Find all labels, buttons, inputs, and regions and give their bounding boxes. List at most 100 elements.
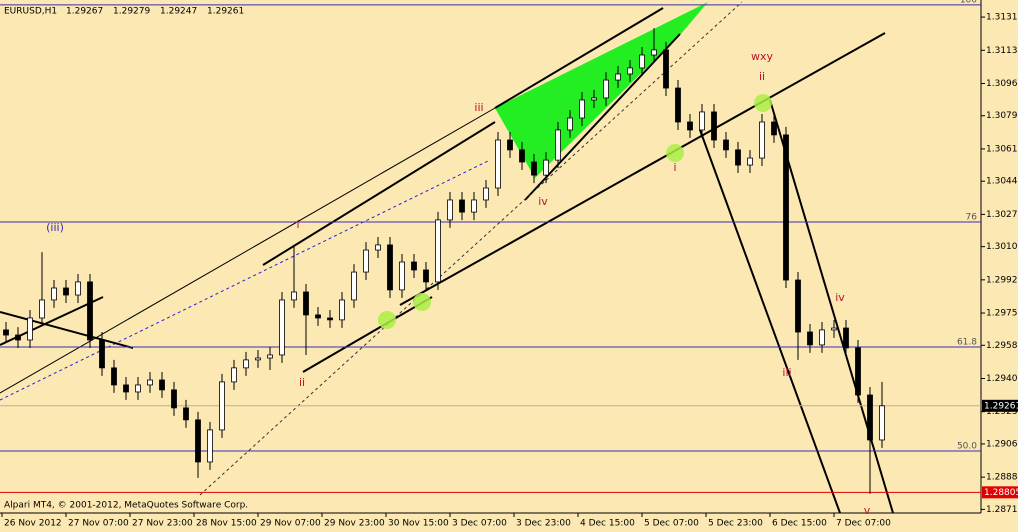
y-tick-label: 1.31135 [986,46,1018,56]
y-tick-label: 1.28885 [986,473,1018,483]
candle-body [147,379,153,386]
wave-label: iii [474,101,483,114]
candle-body [375,244,381,251]
x-tick-label: 29 Nov 23:00 [324,519,385,529]
marker [666,144,684,162]
candle-body [291,291,297,301]
candle-body [495,139,501,189]
drawings [0,1,894,514]
trend-line [0,311,134,349]
wave-label: wxy [751,50,774,63]
candle-body [807,331,813,346]
candle-body [351,271,357,301]
candle-body [195,419,201,463]
wave-label: iv [835,291,845,304]
candle-body [639,54,645,69]
x-tick-label: 29 Nov 07:00 [260,519,321,529]
trend-line [494,7,664,109]
candle-body [411,261,417,271]
candle-body [279,299,285,356]
x-tick-label: 3 Dec 07:00 [452,519,507,529]
candle-body [699,111,705,131]
candle-body [711,111,717,141]
candle-body [15,334,21,341]
x-tick-label: 26 Nov 2012 [4,519,62,529]
trend-line [769,99,894,514]
candle-body [651,49,657,56]
candle-body [39,299,45,319]
wedge [495,2,708,178]
candle-body [423,269,429,283]
header-price: 1.29261 [207,7,244,17]
candle-body [531,161,537,176]
candle-body [855,347,861,396]
candle-body [783,134,789,281]
candle-body [243,359,249,369]
candle-body [675,87,681,123]
trend-line [199,1,743,496]
y-tick-label: 1.29750 [986,309,1018,319]
x-tick-label: 3 Dec 23:00 [516,519,571,529]
x-tick-label: 30 Nov 15:00 [388,519,449,529]
x-tick-label: 4 Dec 15:00 [580,519,635,529]
candle-body [447,199,453,221]
x-tick-label: 27 Nov 23:00 [132,519,193,529]
candle-body [795,279,801,333]
candle-body [771,121,777,136]
candle-body [399,261,405,291]
candle-body [507,139,513,151]
candle-body [567,117,573,131]
alert-box [982,486,1018,499]
candle-body [555,129,561,161]
y-tick-label: 1.29580 [986,341,1018,351]
alert-label: 1.28805 [984,488,1018,498]
candle-body [207,429,213,463]
y-tick-label: 1.30100 [986,242,1018,252]
candle-body [831,327,837,331]
candle-body [483,187,489,201]
candle-body [303,291,309,316]
header-price: 1.29267 [66,7,103,17]
candle-body [171,389,177,409]
wave-label: (iii) [46,221,64,234]
bid-label: 1.29261 [984,401,1018,411]
marker [378,311,396,329]
candle-body [327,317,333,321]
wave-label: ii [759,70,765,83]
candle-body [735,149,741,166]
candle-body [615,73,621,81]
candle-body [867,394,873,441]
level-label: 50.0 [957,441,977,451]
candle-body [51,287,57,301]
candle-body [111,367,117,386]
x-tick-label: 7 Dec 07:00 [836,519,891,529]
candle-body [819,329,825,346]
y-tick-label: 1.28715 [986,505,1018,515]
header-price: 1.29247 [160,7,197,17]
footer: Alpari MT4, © 2001-2012, MetaQuotes Soft… [4,501,248,511]
y-tick-label: 1.29925 [986,275,1018,285]
candle-body [135,384,141,393]
trend-line [302,296,433,373]
candle-body [627,67,633,75]
y-tick-label: 1.30960 [986,79,1018,89]
x-tick-label: 5 Dec 07:00 [644,519,699,529]
candle-body [3,329,9,336]
candle-body [591,97,597,101]
candle-body [255,357,261,361]
candle-body [27,317,33,341]
candle-body [267,354,273,359]
candle-body [363,249,369,273]
symbol: EURUSD,H1 [4,7,57,17]
candle-body [75,281,81,296]
candle-body [723,139,729,151]
y-tick-label: 1.29230 [986,407,1018,417]
candle-body [603,79,609,99]
candle-body [87,281,93,341]
bid-box [982,399,1018,412]
x-tick-label: 6 Dec 15:00 [772,519,827,529]
trend-line [399,32,886,306]
candle-body [879,405,885,441]
